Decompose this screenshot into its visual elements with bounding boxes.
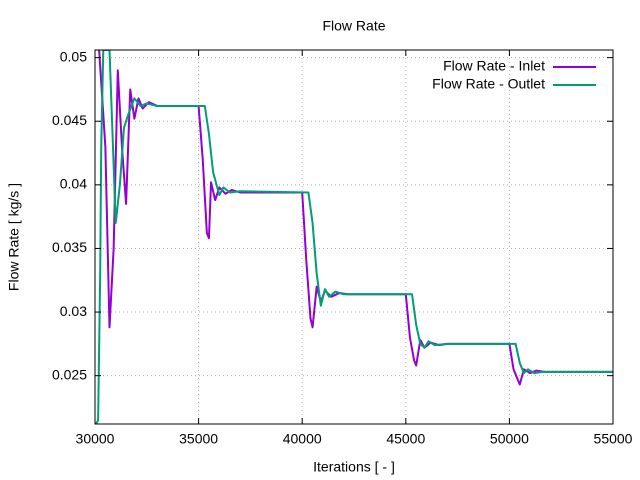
y-tick-label: 0.045 <box>52 112 87 128</box>
x-tick-label: 30000 <box>76 431 115 447</box>
legend-label: Flow Rate - Inlet <box>443 58 545 74</box>
series-line <box>98 50 613 386</box>
chart-title: Flow Rate <box>322 18 385 34</box>
x-tick-label: 40000 <box>283 431 322 447</box>
y-tick-label: 0.05 <box>60 48 87 64</box>
series-line <box>95 50 613 424</box>
x-axis-label: Iterations [ - ] <box>313 459 395 475</box>
y-tick-label: 0.03 <box>60 303 87 319</box>
y-axis-label: Flow Rate [ kg/s ] <box>6 183 22 291</box>
x-tick-label: 50000 <box>490 431 529 447</box>
x-tick-label: 35000 <box>179 431 218 447</box>
x-tick-label: 45000 <box>386 431 425 447</box>
y-tick-label: 0.035 <box>52 239 87 255</box>
y-tick-label: 0.04 <box>60 176 87 192</box>
x-tick-label: 55000 <box>594 431 633 447</box>
plot-area <box>95 50 613 424</box>
legend-label: Flow Rate - Outlet <box>432 76 545 92</box>
y-tick-label: 0.025 <box>52 366 87 382</box>
plot-frame <box>94 49 614 425</box>
